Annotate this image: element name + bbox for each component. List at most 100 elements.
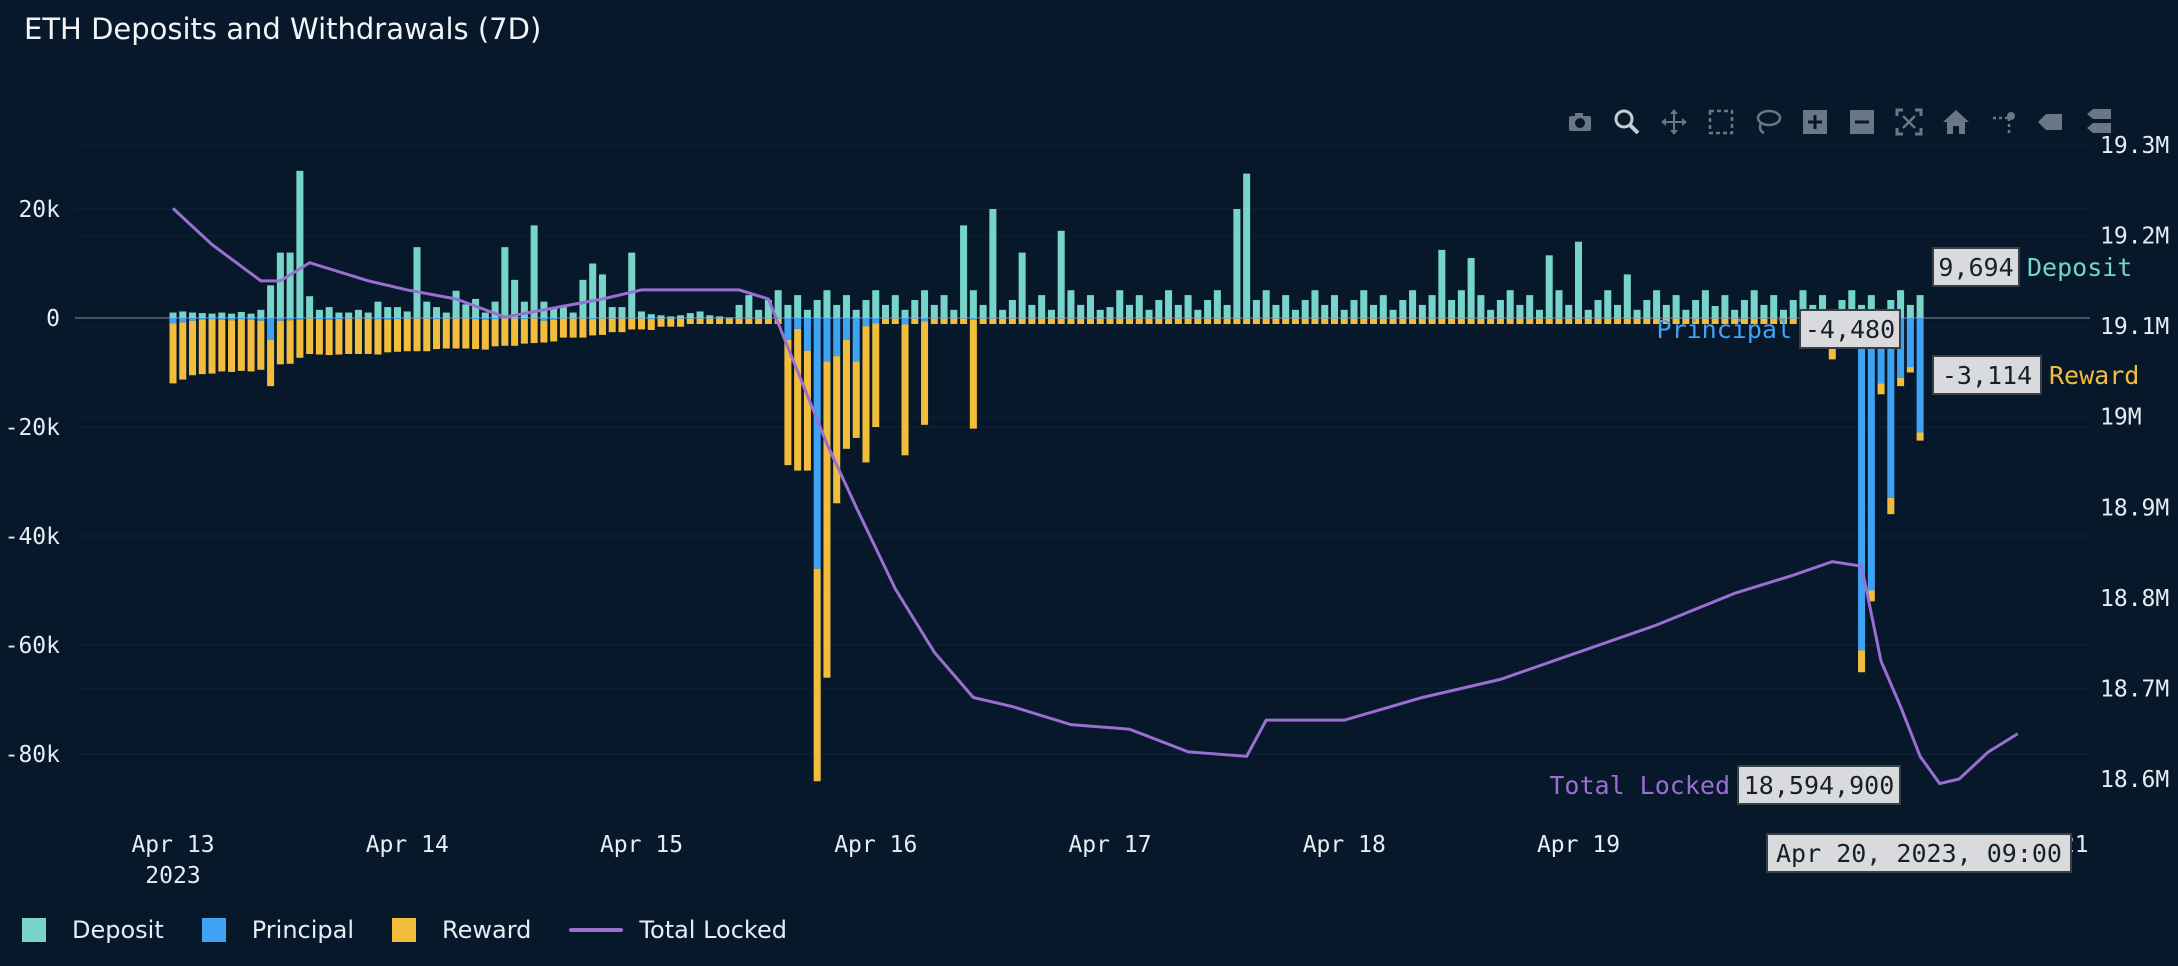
principal-bar[interactable] xyxy=(1379,318,1387,319)
reward-bar[interactable] xyxy=(1028,318,1036,324)
deposit-bar[interactable] xyxy=(618,307,626,318)
deposit-bar[interactable] xyxy=(1653,290,1661,318)
deposit-bar[interactable] xyxy=(247,313,255,318)
reward-bar[interactable] xyxy=(921,321,929,425)
principal-bar[interactable] xyxy=(881,318,890,319)
principal-bar[interactable] xyxy=(169,318,177,324)
reward-bar[interactable] xyxy=(657,318,665,327)
principal-bar[interactable] xyxy=(1487,318,1495,319)
principal-bar[interactable] xyxy=(1067,318,1075,319)
principal-bar[interactable] xyxy=(198,318,206,320)
deposit-bar[interactable] xyxy=(354,309,362,318)
deposit-bar[interactable] xyxy=(852,309,860,318)
box-select-button[interactable] xyxy=(1697,100,1744,144)
deposit-bar[interactable] xyxy=(384,307,392,318)
principal-bar[interactable] xyxy=(628,318,636,319)
deposit-bar[interactable] xyxy=(989,209,997,318)
reward-bar[interactable] xyxy=(1155,318,1163,324)
principal-bar[interactable] xyxy=(520,318,528,320)
deposit-bar[interactable] xyxy=(559,307,567,318)
principal-bar[interactable] xyxy=(969,318,977,320)
principal-bar[interactable] xyxy=(1243,318,1251,319)
reward-bar[interactable] xyxy=(276,320,284,365)
reward-bar[interactable] xyxy=(1701,318,1709,324)
reward-bar[interactable] xyxy=(716,318,724,324)
deposit-bar[interactable] xyxy=(1604,290,1612,318)
principal-bar[interactable] xyxy=(1038,318,1046,319)
reward-bar[interactable] xyxy=(325,319,333,356)
principal-bar[interactable] xyxy=(218,318,226,320)
principal-bar[interactable] xyxy=(296,318,304,320)
principal-bar[interactable] xyxy=(1711,318,1719,319)
principal-bar[interactable] xyxy=(1721,318,1729,319)
principal-bar[interactable] xyxy=(1623,318,1631,319)
deposit-bar[interactable] xyxy=(1477,295,1485,318)
deposit-bar[interactable] xyxy=(1916,295,1924,318)
reward-bar[interactable] xyxy=(1653,318,1661,324)
reward-bar[interactable] xyxy=(306,318,314,354)
deposit-bar[interactable] xyxy=(1018,252,1026,318)
deposit-bar[interactable] xyxy=(1057,230,1065,318)
principal-bar[interactable] xyxy=(1057,318,1065,319)
principal-bar[interactable] xyxy=(979,318,987,319)
deposit-bar[interactable] xyxy=(598,274,606,318)
reward-bar[interactable] xyxy=(364,318,372,354)
principal-bar[interactable] xyxy=(1096,318,1104,319)
principal-bar[interactable] xyxy=(911,318,919,319)
deposit-bar[interactable] xyxy=(1750,290,1758,318)
principal-bar[interactable] xyxy=(1262,318,1270,319)
reward-bar[interactable] xyxy=(1692,318,1700,324)
principal-bar[interactable] xyxy=(1858,318,1866,651)
reward-bar[interactable] xyxy=(1467,318,1475,324)
deposit-bar[interactable] xyxy=(1077,304,1085,318)
reward-bar[interactable] xyxy=(891,318,899,324)
reward-bar[interactable] xyxy=(852,361,860,438)
deposit-bar[interactable] xyxy=(930,304,938,318)
deposit-bar[interactable] xyxy=(1496,300,1504,318)
principal-bar[interactable] xyxy=(257,318,265,321)
principal-bar[interactable] xyxy=(1360,318,1368,319)
deposit-bar[interactable] xyxy=(1340,309,1348,318)
reward-bar[interactable] xyxy=(393,319,402,352)
principal-bar[interactable] xyxy=(315,318,323,320)
deposit-bar[interactable] xyxy=(530,225,538,318)
principal-bar[interactable] xyxy=(1311,318,1319,319)
reward-bar[interactable] xyxy=(423,318,431,352)
reward-bar[interactable] xyxy=(1389,318,1397,324)
deposit-bar[interactable] xyxy=(1682,309,1690,318)
reward-bar[interactable] xyxy=(764,318,772,324)
deposit-bar[interactable] xyxy=(1418,304,1426,318)
deposit-bar[interactable] xyxy=(1731,309,1739,318)
reward-bar[interactable] xyxy=(1535,318,1543,324)
reward-bar[interactable] xyxy=(530,318,538,344)
reward-bar[interactable] xyxy=(1418,318,1426,324)
reward-bar[interactable] xyxy=(1301,318,1309,324)
deposit-bar[interactable] xyxy=(1126,304,1134,318)
reward-bar[interactable] xyxy=(1828,342,1836,360)
reward-bar[interactable] xyxy=(247,319,255,372)
reward-bar[interactable] xyxy=(686,318,694,324)
deposit-bar[interactable] xyxy=(1711,306,1719,318)
deposit-bar[interactable] xyxy=(667,316,675,318)
deposit-bar[interactable] xyxy=(1194,309,1202,318)
reward-bar[interactable] xyxy=(1731,318,1739,324)
reward-bar[interactable] xyxy=(1291,318,1299,324)
deposit-bar[interactable] xyxy=(169,312,177,318)
deposit-bar[interactable] xyxy=(364,312,372,318)
reward-bar[interactable] xyxy=(1370,318,1378,324)
reward-bar[interactable] xyxy=(169,323,177,384)
deposit-bar[interactable] xyxy=(1330,295,1339,318)
reward-bar[interactable] xyxy=(472,319,480,350)
deposit-bar[interactable] xyxy=(1096,309,1104,318)
principal-bar[interactable] xyxy=(1223,318,1231,319)
deposit-bar[interactable] xyxy=(1165,290,1173,318)
reward-bar[interactable] xyxy=(1145,318,1153,324)
spike-lines-button[interactable] xyxy=(1979,100,2026,144)
deposit-bar[interactable] xyxy=(306,296,314,318)
reward-bar[interactable] xyxy=(296,319,304,358)
reward-bar[interactable] xyxy=(1057,318,1065,324)
deposit-bar[interactable] xyxy=(1740,300,1748,318)
reward-bar[interactable] xyxy=(1038,318,1046,324)
principal-bar[interactable] xyxy=(677,318,685,319)
principal-bar[interactable] xyxy=(930,318,938,319)
